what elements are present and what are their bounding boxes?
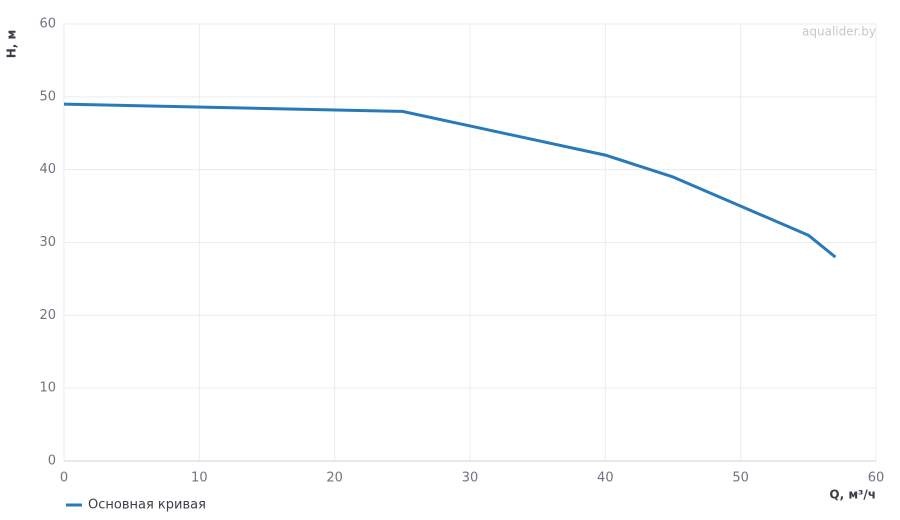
x-tick-label: 60 [868, 471, 885, 486]
x-axis-label: Q, м³/ч [829, 488, 876, 502]
y-tick-label: 0 [48, 454, 56, 469]
x-tick-label: 30 [462, 471, 479, 486]
watermark: aqualider.by [802, 25, 876, 39]
x-tick-label: 40 [597, 471, 614, 486]
y-axis-label: H, м [5, 30, 19, 59]
series-line [63, 102, 837, 259]
x-tick-label: 0 [60, 471, 68, 486]
y-tick-label: 60 [39, 17, 56, 32]
y-tick-label: 50 [39, 89, 56, 104]
x-tick-label: 20 [326, 471, 343, 486]
y-tick-label: 10 [39, 381, 56, 396]
y-tick-label: 20 [39, 308, 56, 323]
legend-label: Основная кривая [88, 498, 206, 513]
y-tick-label: 30 [39, 235, 56, 250]
x-tick-label: 10 [191, 471, 208, 486]
y-tick-label: 40 [39, 162, 56, 177]
x-tick-label: 50 [732, 471, 749, 486]
